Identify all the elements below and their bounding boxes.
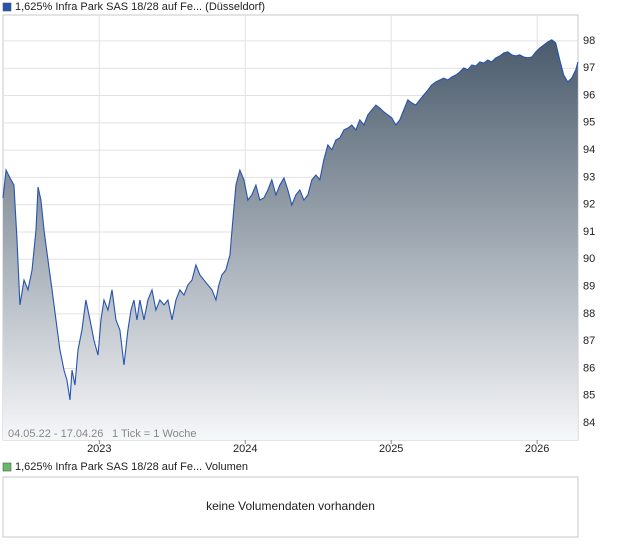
legend-swatch <box>2 462 12 472</box>
legend-swatch <box>2 2 12 12</box>
area-fill <box>3 39 578 441</box>
volume-frame <box>2 476 579 538</box>
legend-label: 1,625% Infra Park SAS 18/28 auf Fe... Vo… <box>15 461 248 473</box>
empty-note: keine Volumendaten vorhanden <box>206 499 375 513</box>
y-tick-label: 84 <box>583 417 595 429</box>
y-tick-label: 97 <box>583 62 595 74</box>
y-tick-label: 85 <box>583 390 595 402</box>
x-tick-label: 2025 <box>379 443 403 455</box>
y-tick-label: 92 <box>583 199 595 211</box>
y-tick-label: 91 <box>583 226 595 238</box>
y-tick-label: 89 <box>583 281 595 293</box>
y-tick-label: 96 <box>583 89 595 101</box>
price-line <box>2 39 579 400</box>
y-tick-label: 88 <box>583 308 595 320</box>
legend-label: 1,625% Infra Park SAS 18/28 auf Fe... (D… <box>15 1 265 13</box>
x-tick-label: 2023 <box>87 443 111 455</box>
x-tick-label: 2024 <box>233 443 257 455</box>
y-tick-label: 90 <box>583 253 595 265</box>
y-tick-label: 87 <box>583 335 595 347</box>
y-tick-label: 95 <box>583 117 595 129</box>
y-tick-label: 94 <box>583 144 595 156</box>
y-tick-label: 93 <box>583 171 595 183</box>
tick-note: 1 Tick = 1 Woche <box>112 428 196 440</box>
x-tick-label: 2026 <box>525 443 549 455</box>
date-range: 04.05.22 - 17.04.26 <box>8 428 103 440</box>
y-tick-label: 98 <box>583 35 595 47</box>
y-tick-label: 86 <box>583 362 595 374</box>
